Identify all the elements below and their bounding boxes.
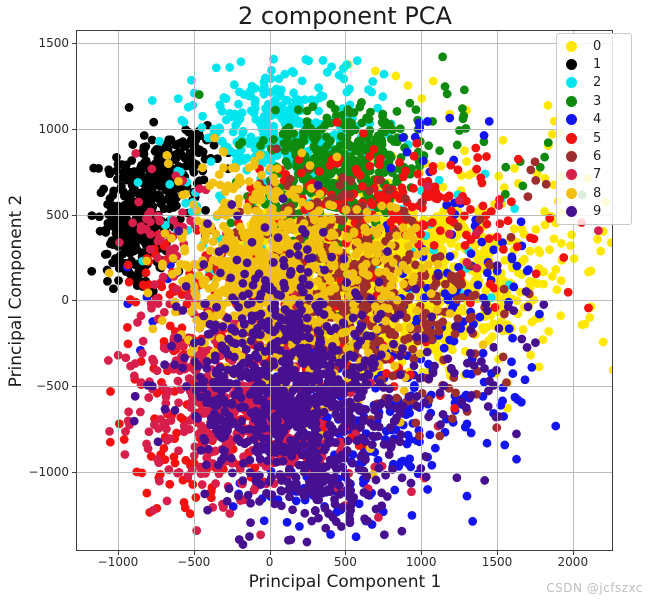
x-tick-label: 1500: [481, 555, 513, 569]
legend-swatch-icon: [566, 114, 577, 126]
legend-label: 2: [593, 75, 602, 91]
legend-swatch-icon: [566, 169, 577, 181]
legend-item-9: 9: [566, 203, 631, 221]
y-tick-mark: [72, 472, 76, 474]
legend: 0 1 2 3 4 5 6 7 8 9: [556, 33, 632, 225]
x-axis-label: Principal Component 1: [248, 572, 442, 592]
legend-swatch-icon: [566, 95, 577, 107]
legend-label: 0: [593, 38, 602, 54]
scatter-plot-canvas: [77, 31, 613, 551]
x-tick-label: 0: [265, 555, 274, 569]
legend-label: 5: [593, 130, 602, 146]
y-tick-mark: [72, 214, 76, 216]
legend-swatch-icon: [566, 206, 577, 218]
legend-item-3: 3: [566, 92, 631, 110]
legend-item-1: 1: [566, 55, 631, 73]
x-tick-label: 500: [333, 555, 357, 569]
legend-label: 8: [593, 185, 602, 201]
legend-item-8: 8: [566, 184, 631, 202]
legend-label: 4: [593, 112, 602, 128]
y-tick-label: 500: [46, 207, 69, 222]
legend-item-6: 6: [566, 147, 631, 165]
legend-swatch-icon: [566, 77, 577, 89]
legend-label: 7: [593, 167, 602, 183]
legend-item-5: 5: [566, 129, 631, 147]
x-tick-label: 2000: [557, 555, 589, 569]
x-tick-mark: [497, 551, 498, 555]
legend-swatch-icon: [566, 187, 577, 199]
legend-item-4: 4: [566, 111, 631, 129]
chart-title: 2 component PCA: [238, 2, 452, 30]
x-tick-label: 1000: [405, 555, 437, 569]
legend-item-7: 7: [566, 166, 631, 184]
legend-item-2: 2: [566, 74, 631, 92]
y-tick-label: 1500: [38, 36, 69, 50]
x-tick-mark: [269, 551, 271, 555]
x-tick-mark: [572, 551, 574, 555]
legend-swatch-icon: [566, 132, 577, 144]
x-tick-mark: [193, 551, 195, 555]
watermark-text: CSDN @jcfszxc: [546, 581, 643, 595]
y-tick-mark: [72, 386, 76, 388]
x-tick-mark: [345, 551, 347, 555]
y-tick-label: −500: [36, 379, 69, 394]
y-axis-label: Principal Component 2: [6, 194, 26, 388]
y-tick-mark: [72, 300, 76, 302]
legend-label: 6: [593, 149, 602, 165]
x-tick-mark: [117, 551, 119, 555]
legend-swatch-icon: [566, 40, 577, 52]
y-tick-label: 0: [61, 293, 69, 308]
x-tick-mark: [421, 551, 423, 555]
legend-label: 1: [593, 57, 602, 73]
y-tick-label: 1000: [38, 121, 69, 136]
legend-swatch-icon: [566, 151, 577, 163]
y-tick-mark: [72, 128, 76, 130]
x-tick-label: −500: [177, 555, 211, 569]
legend-label: 3: [593, 93, 602, 109]
y-tick-mark: [72, 43, 76, 44]
legend-item-0: 0: [566, 37, 631, 55]
legend-label: 9: [593, 204, 602, 220]
x-tick-label: −1000: [97, 555, 139, 569]
y-tick-label: −1000: [28, 465, 69, 480]
legend-swatch-icon: [566, 59, 577, 71]
